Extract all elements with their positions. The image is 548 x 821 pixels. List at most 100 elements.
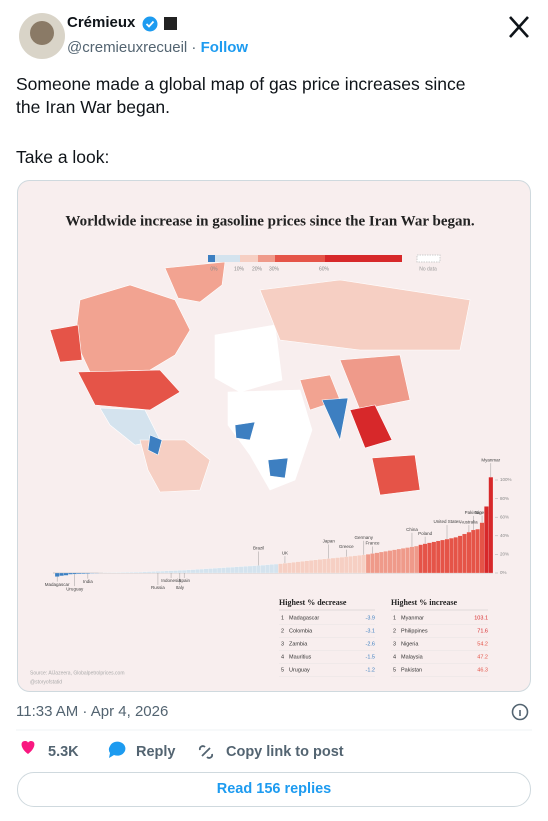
legend-label: 30%	[269, 266, 280, 272]
bar	[326, 558, 332, 574]
bar	[68, 572, 73, 575]
bar	[160, 571, 165, 574]
bar	[54, 572, 60, 577]
bar	[400, 548, 406, 574]
reply-button[interactable]: Reply	[136, 744, 176, 760]
post-line: Take a look:	[16, 147, 110, 167]
legend-swatch	[215, 255, 240, 262]
bar	[475, 529, 480, 574]
legend-label: 20%	[252, 266, 263, 272]
bar	[414, 545, 419, 574]
bar	[409, 546, 415, 574]
category-label: UK	[282, 550, 288, 555]
bar	[81, 572, 86, 574]
category-label: Japan	[323, 539, 336, 544]
bar	[181, 570, 187, 574]
bar	[383, 551, 388, 574]
map-region	[234, 421, 256, 441]
category-label: Greece	[339, 544, 354, 549]
legend-swatch	[275, 255, 325, 262]
bar	[453, 537, 459, 574]
legend-swatch	[258, 255, 275, 262]
copy-link-button[interactable]: Copy link to post	[226, 744, 344, 760]
like-count[interactable]: 5.3K	[48, 744, 79, 760]
bar	[190, 569, 196, 574]
table-rank: 2	[281, 628, 284, 634]
bar	[422, 543, 428, 574]
reply-icon[interactable]	[108, 741, 126, 758]
bar	[396, 548, 402, 574]
y-tick-label: 100%	[500, 477, 512, 482]
bar	[291, 562, 296, 574]
bar	[151, 571, 156, 574]
table-title: Highest % decrease	[279, 598, 347, 607]
bar	[427, 542, 432, 574]
table-rank: 4	[393, 654, 396, 660]
bar	[234, 566, 240, 574]
table-title: Highest % increase	[391, 598, 458, 607]
post-image[interactable]: Worldwide increase in gasoline prices si…	[17, 180, 531, 692]
bar	[230, 567, 235, 574]
y-tick-label: 20%	[500, 552, 509, 557]
category-label: Spain	[178, 578, 190, 583]
table-country: Mauritius	[289, 654, 312, 660]
bar	[225, 567, 231, 574]
map-region	[267, 457, 289, 479]
author-name[interactable]: Crémieux	[67, 14, 136, 31]
table-value: -1.2	[366, 667, 375, 673]
bar	[186, 569, 191, 574]
source: Source: AlJazeera, Globalpetrolprices.co…	[30, 670, 125, 676]
bar	[444, 538, 450, 574]
category-label: France	[366, 541, 381, 546]
bar	[195, 569, 200, 574]
bar	[304, 560, 310, 574]
bar	[256, 565, 261, 574]
bar	[361, 554, 367, 574]
category-label: Myanmar	[481, 457, 500, 462]
map-region	[214, 324, 283, 393]
category-label: Brazil	[253, 546, 264, 551]
table-value: -1.5	[366, 654, 375, 660]
bar	[343, 556, 349, 574]
table-value: -3.9	[366, 615, 375, 621]
author-handle[interactable]: @cremieuxrecueil	[67, 39, 188, 56]
x-logo[interactable]	[509, 16, 529, 38]
table-rank: 2	[393, 628, 396, 634]
table-rank: 1	[393, 615, 396, 621]
follow-button[interactable]: Follow	[200, 39, 249, 56]
affiliate-icon	[164, 17, 177, 30]
bar	[155, 571, 161, 574]
bar	[374, 552, 380, 574]
bar	[405, 547, 410, 574]
bar	[265, 564, 270, 574]
table-value: -2.6	[366, 641, 375, 647]
info-icon[interactable]	[511, 703, 529, 721]
like-icon[interactable]	[21, 741, 35, 754]
bar	[348, 556, 353, 574]
bar	[177, 570, 183, 574]
post-line: the Iran War began.	[16, 97, 171, 117]
bar	[142, 571, 148, 574]
bar	[120, 572, 126, 574]
bar	[484, 506, 489, 574]
map-region	[147, 434, 163, 456]
table-value: 47.2	[477, 654, 488, 660]
table-country: Madagascar	[289, 615, 319, 621]
category-label: Italy	[176, 585, 185, 590]
bar	[76, 572, 82, 575]
bar	[462, 533, 467, 574]
bar	[252, 565, 257, 574]
bar	[387, 550, 393, 574]
timestamp[interactable]: 11:33 AM · Apr 4, 2026	[16, 703, 169, 720]
table-value: 54.2	[477, 641, 488, 647]
table-rank: 1	[281, 615, 284, 621]
link-icon[interactable]	[198, 745, 214, 759]
category-label: India	[83, 579, 93, 584]
bar	[330, 557, 336, 574]
map-region	[227, 389, 313, 491]
read-replies-button[interactable]: Read 156 replies	[17, 772, 531, 807]
table-country: Nigeria	[401, 641, 419, 647]
bar	[63, 572, 69, 576]
bar	[133, 572, 139, 574]
map-region	[371, 454, 421, 496]
